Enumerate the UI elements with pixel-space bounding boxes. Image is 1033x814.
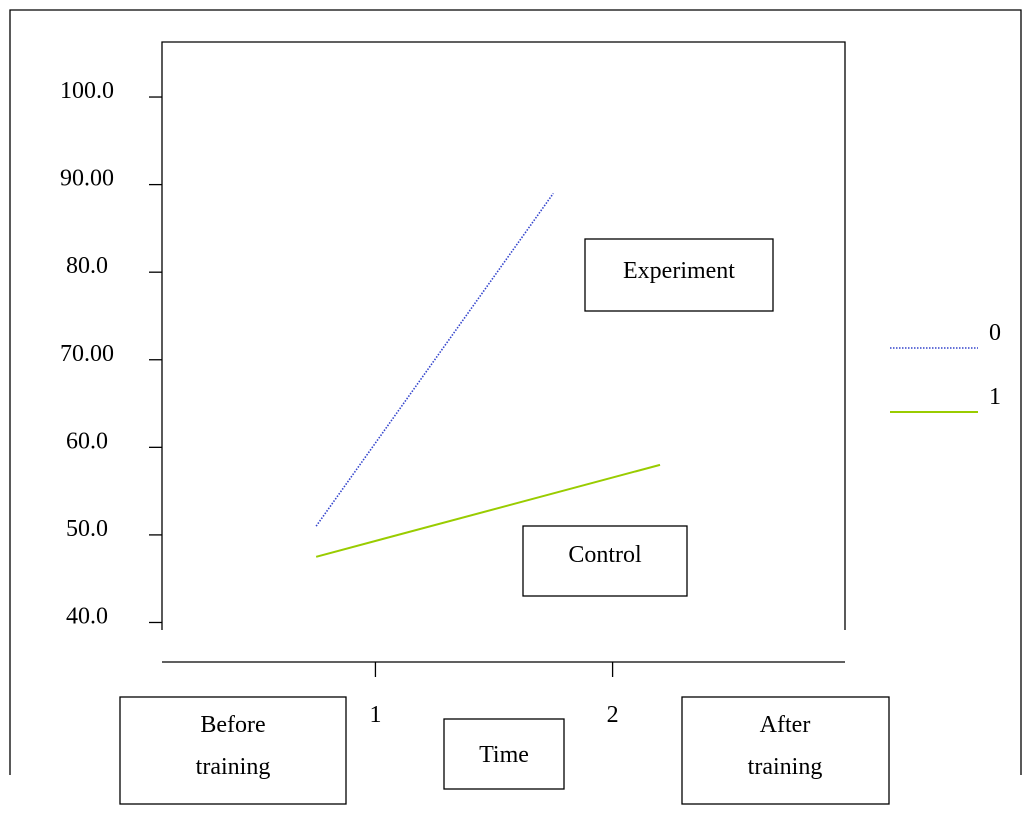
y-tick-label: 60.0	[66, 428, 108, 454]
series-line-0	[315, 192, 554, 527]
x-axis-title: Time	[479, 742, 529, 768]
y-tick-label: 50.0	[66, 516, 108, 542]
after-training-line1: After	[760, 712, 811, 738]
after-training-box	[681, 696, 890, 805]
legend-label-1: 1	[989, 384, 1001, 410]
before-training-line1: Before	[200, 712, 265, 738]
x-tick-label: 2	[607, 702, 619, 728]
experiment-label: Experiment	[623, 258, 735, 284]
experiment-box	[584, 238, 774, 312]
plot-frame	[161, 41, 846, 630]
series-lines	[315, 192, 661, 558]
legend-label-0: 0	[989, 320, 1001, 346]
before-training-line2: training	[196, 754, 271, 780]
y-tick-label: 80.0	[66, 253, 108, 279]
y-tick-label: 90.00	[60, 166, 114, 192]
page-frame	[9, 9, 1022, 775]
after-training-line2: training	[748, 754, 823, 780]
y-axis-ticks: 100.0 90.00 80.0 70.00 60.0 50.0 40.0	[60, 78, 162, 629]
before-training-box	[119, 696, 347, 805]
series-line-1	[315, 463, 661, 558]
y-tick-label: 70.00	[60, 341, 114, 367]
legend: 01	[890, 320, 1001, 413]
y-tick-label: 100.0	[60, 78, 114, 104]
x-tick-label: 1	[369, 702, 381, 728]
y-tick-label: 40.0	[66, 603, 108, 629]
control-label: Control	[568, 542, 642, 568]
control-box	[522, 525, 688, 597]
time-box	[443, 718, 565, 790]
